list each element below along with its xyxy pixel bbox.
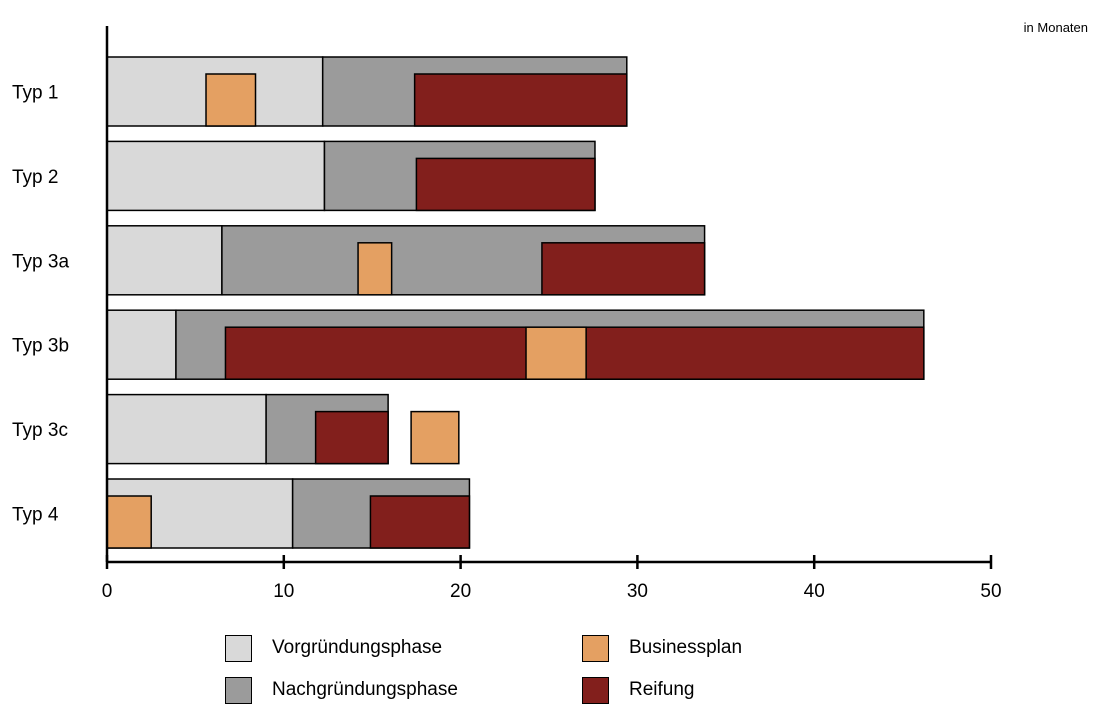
unit-note: in Monaten bbox=[1023, 20, 1088, 35]
category-label: Typ 3a bbox=[12, 251, 69, 272]
bar-vorgruendung bbox=[106, 309, 177, 380]
category-label: Typ 3b bbox=[12, 336, 69, 357]
bar-businessplan bbox=[205, 73, 257, 127]
legend: Vorgründungsphase Nachgründungsphase Bus… bbox=[225, 633, 845, 705]
x-tick-label: 10 bbox=[273, 581, 294, 602]
bar-reifung bbox=[413, 73, 628, 127]
legend-swatch-reifung bbox=[582, 676, 609, 704]
x-tick-label: 50 bbox=[980, 581, 1001, 602]
bar-businessplan bbox=[106, 495, 152, 549]
legend-label-vorgruendung: Vorgründungsphase bbox=[272, 637, 443, 658]
bar-vorgruendung bbox=[106, 225, 223, 296]
x-tick-label: 20 bbox=[450, 581, 471, 602]
bar-reifung bbox=[415, 157, 596, 212]
legend-item-businessplan: Businessplan bbox=[582, 633, 742, 663]
legend-item-vorgruendung: Vorgründungsphase bbox=[225, 633, 442, 663]
x-tick-label: 30 bbox=[627, 581, 648, 602]
legend-item-nachgruendung: Nachgründungsphase bbox=[225, 675, 458, 705]
bar-reifung bbox=[369, 495, 471, 549]
legend-label-businessplan: Businessplan bbox=[629, 637, 743, 658]
category-label: Typ 4 bbox=[12, 505, 59, 526]
legend-item-reifung: Reifung bbox=[582, 675, 695, 705]
legend-label-nachgruendung: Nachgründungsphase bbox=[272, 679, 458, 700]
category-label: Typ 2 bbox=[12, 167, 58, 188]
bar-businessplan bbox=[357, 242, 393, 296]
bar-reifung bbox=[541, 242, 706, 296]
bar-businessplan bbox=[525, 326, 587, 380]
bar-vorgruendung bbox=[106, 393, 267, 465]
legend-swatch-nachgruendung bbox=[225, 676, 252, 704]
category-label: Typ 1 bbox=[12, 83, 58, 104]
bar-chart: Typ 1 Typ 2 Typ 3a Typ 3b Typ 3c Typ 4 0 10 20 30… bbox=[12, 26, 1002, 602]
bar-reifung bbox=[314, 410, 389, 465]
x-tick-label: 40 bbox=[804, 581, 825, 602]
bar-vorgruendung bbox=[106, 140, 326, 212]
bar-businessplan bbox=[410, 410, 460, 465]
legend-swatch-vorgruendung bbox=[225, 634, 252, 662]
x-tick-label: 0 bbox=[102, 581, 113, 602]
category-label: Typ 3c bbox=[12, 420, 68, 441]
legend-swatch-businessplan bbox=[582, 634, 609, 662]
legend-label-reifung: Reifung bbox=[629, 679, 695, 700]
